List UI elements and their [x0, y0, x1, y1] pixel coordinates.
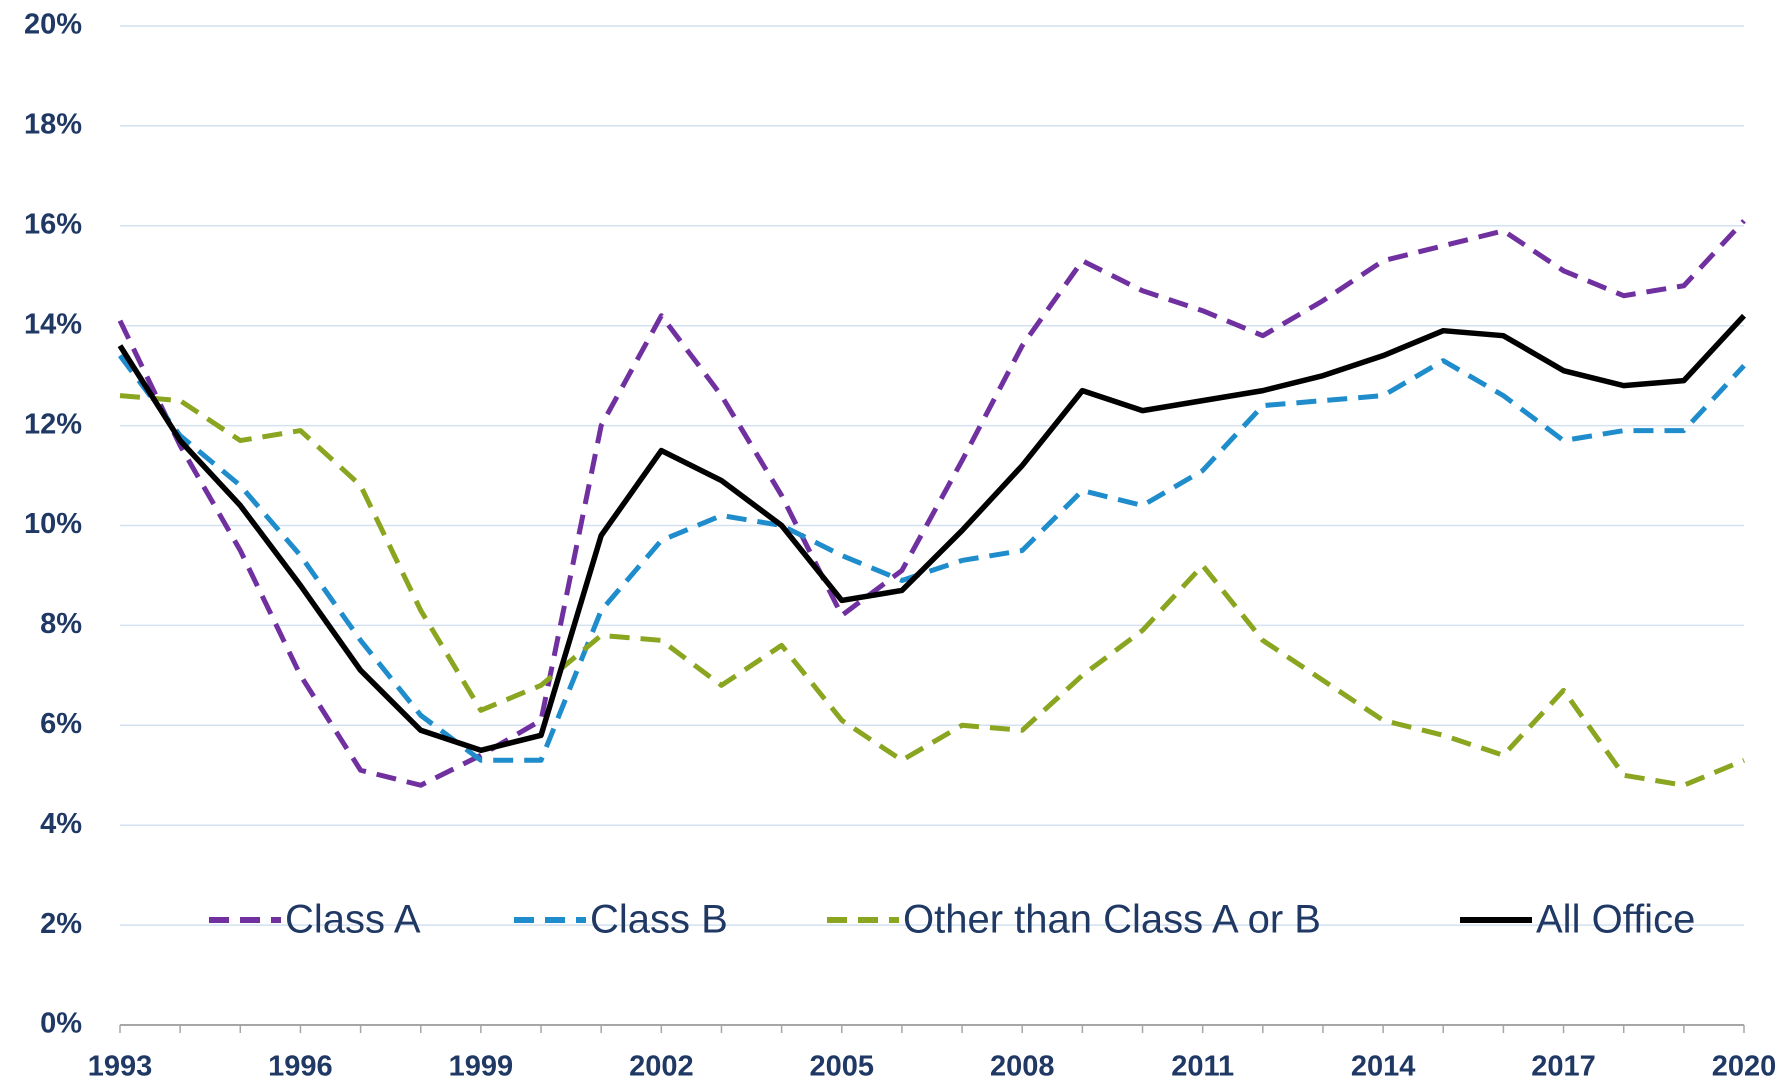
- y-tick-label: 6%: [40, 708, 82, 740]
- series-line: [117, 219, 1746, 788]
- y-tick-label: 12%: [24, 408, 82, 440]
- series-line: [117, 313, 1747, 754]
- y-tick-label: 0%: [40, 1008, 82, 1040]
- x-tick-label: 1993: [88, 1051, 153, 1083]
- legend-label: Class B: [590, 898, 728, 942]
- series-line: [119, 393, 1745, 788]
- y-tick-label: 8%: [40, 608, 82, 640]
- x-tick-label: 1999: [449, 1051, 514, 1083]
- x-tick-label: 2011: [1171, 1051, 1234, 1083]
- y-tick-label: 4%: [40, 808, 82, 840]
- y-tick-label: 16%: [24, 208, 82, 240]
- x-tick-label: 2017: [1531, 1051, 1596, 1083]
- x-tick-label: 2002: [629, 1051, 694, 1083]
- y-tick-label: 18%: [24, 109, 82, 141]
- y-tick-label: 20%: [24, 9, 82, 41]
- x-tick-label: 2005: [810, 1051, 875, 1083]
- series-line: [118, 354, 1746, 763]
- x-tick-label: 2014: [1351, 1051, 1416, 1083]
- y-tick-label: 10%: [24, 508, 82, 540]
- legend-label: All Office: [1536, 898, 1695, 942]
- x-tick-label: 1996: [268, 1051, 333, 1083]
- y-tick-label: 14%: [24, 308, 82, 340]
- legend-label: Other than Class A or B: [903, 898, 1321, 942]
- legend-label: Class A: [285, 898, 421, 942]
- x-tick-label: 2020: [1712, 1051, 1777, 1083]
- y-tick-label: 2%: [40, 908, 82, 940]
- x-tick-label: 2008: [990, 1051, 1055, 1083]
